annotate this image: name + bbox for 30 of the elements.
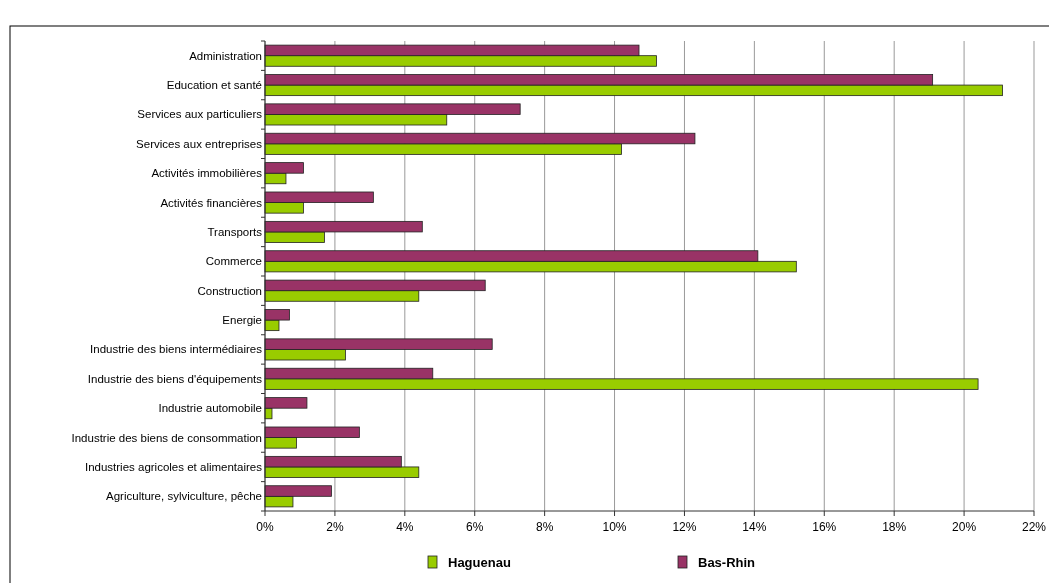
x-tick-label: 2% — [326, 520, 344, 534]
y-tick-label: Energie — [222, 314, 262, 327]
x-tick-label: 16% — [812, 520, 837, 534]
y-tick-label: Construction — [197, 284, 262, 297]
y-tick-label: Services aux entreprises — [136, 137, 263, 150]
x-tick-label: 10% — [602, 520, 627, 534]
y-tick-label: Industrie automobile — [158, 402, 262, 415]
x-tick-label: 18% — [882, 520, 907, 534]
x-tick-label: 22% — [1021, 520, 1047, 534]
y-tick-label: Commerce — [205, 255, 262, 268]
y-tick-label: Education et santé — [166, 79, 262, 92]
y-tick-label: Industrie des biens d'équipements — [87, 372, 263, 385]
x-tick-label: 6% — [466, 520, 484, 534]
legend-label: Haguenau — [448, 555, 511, 570]
x-tick-label: 4% — [396, 520, 414, 534]
x-tick-label: 12% — [672, 520, 697, 534]
y-tick-label: Industrie des biens intermédiaires — [90, 343, 263, 356]
y-tick-label: Administration — [189, 49, 262, 62]
legend-label: Bas-Rhin — [698, 555, 756, 570]
x-tick-label: 0% — [256, 520, 274, 534]
x-tick-label: 8% — [535, 520, 554, 534]
y-tick-label: Activités immobilières — [151, 167, 263, 180]
x-tick-label: 20% — [952, 520, 977, 534]
y-tick-label: Services aux particuliers — [137, 108, 263, 121]
y-tick-label: Agriculture, sylviculture, pêche — [106, 490, 262, 503]
y-tick-label: Transports — [207, 225, 263, 238]
y-tick-label: Activités financières — [160, 196, 263, 209]
y-tick-label: Industries agricoles et alimentaires — [84, 460, 263, 473]
x-tick-label: 14% — [742, 520, 767, 534]
y-tick-label: Industrie des biens de consommation — [71, 431, 262, 444]
